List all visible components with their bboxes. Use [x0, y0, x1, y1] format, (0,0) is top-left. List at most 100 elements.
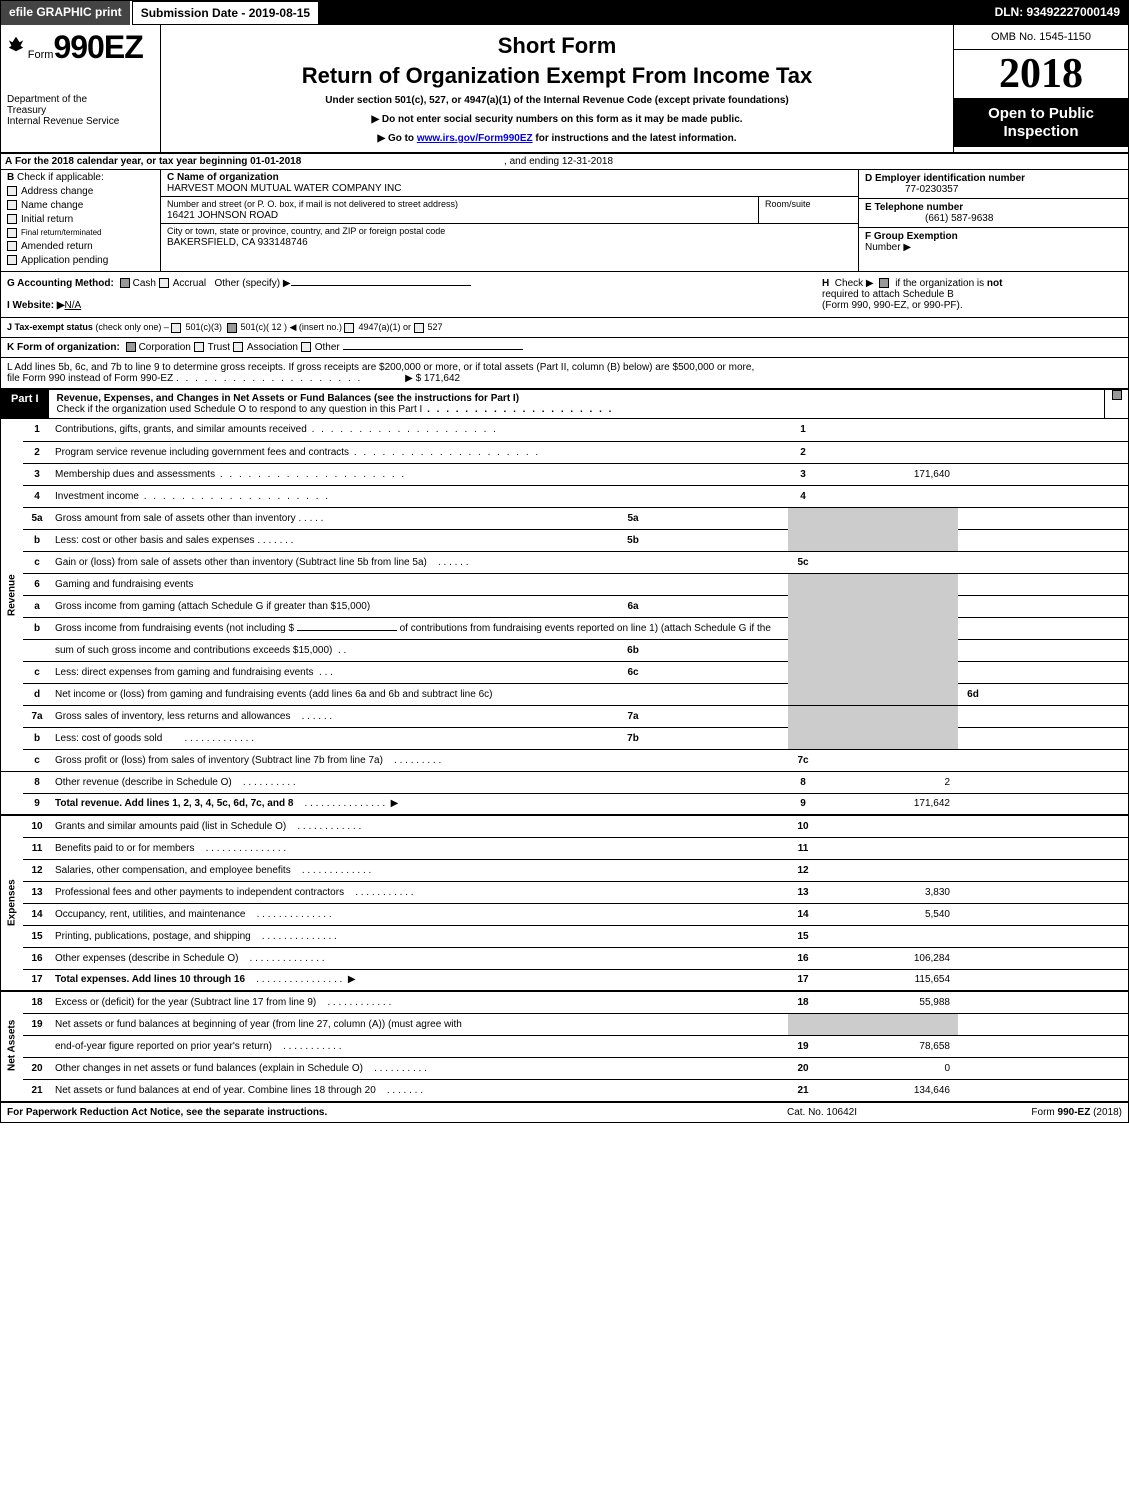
line-desc: end-of-year figure reported on prior yea… — [51, 1035, 788, 1057]
line-6a: a Gross income from gaming (attach Sched… — [1, 595, 1128, 617]
irs-link[interactable]: www.irs.gov/Form990EZ — [417, 133, 533, 144]
checkbox-icon — [7, 241, 17, 251]
section-subline: Under section 501(c), 527, or 4947(a)(1)… — [169, 95, 945, 106]
chk-amended-return[interactable]: Amended return — [7, 241, 154, 252]
instruction-2: ▶ Go to www.irs.gov/Form990EZ for instru… — [169, 133, 945, 144]
mini-no: 5a — [618, 507, 648, 529]
line-no: 12 — [23, 859, 51, 881]
fundraising-amount-input[interactable] — [297, 630, 397, 631]
chk-label: Name change — [21, 200, 83, 211]
chk-address-change[interactable]: Address change — [7, 186, 154, 197]
submission-date: Submission Date - 2019-08-15 — [132, 1, 319, 25]
line-desc: Program service revenue including govern… — [51, 441, 788, 463]
k-o3: Association — [247, 342, 298, 353]
room-suite: Room/suite — [758, 197, 858, 224]
rt-no: 7c — [788, 749, 818, 771]
efile-button[interactable]: efile GRAPHIC print — [1, 1, 132, 25]
desc-text: Occupancy, rent, utilities, and maintena… — [55, 909, 245, 920]
h-text4: (Form 990, 990-EZ, or 990-PF). — [822, 300, 963, 311]
checkbox-icon — [7, 228, 17, 238]
dots — [139, 491, 330, 502]
checkbox-icon[interactable] — [414, 323, 424, 333]
line-8: 8 Other revenue (describe in Schedule O)… — [1, 771, 1128, 793]
dln-label: DLN: 93492227000149 — [987, 1, 1128, 25]
other-specify-input[interactable] — [291, 285, 471, 286]
desc-text: Benefits paid to or for members — [55, 843, 195, 854]
rt-no: 3 — [788, 463, 818, 485]
checkbox-icon[interactable] — [120, 278, 130, 288]
line-no: 18 — [23, 991, 51, 1013]
checkbox-icon[interactable] — [301, 342, 311, 352]
page-footer: For Paperwork Reduction Act Notice, see … — [1, 1102, 1128, 1122]
desc-text: Net assets or fund balances at end of ye… — [55, 1085, 376, 1096]
checkbox-icon — [7, 214, 17, 224]
rt-val: 0 — [818, 1057, 958, 1079]
line-no: 17 — [23, 969, 51, 991]
line-10: Expenses 10 Grants and similar amounts p… — [1, 815, 1128, 837]
desc-text: Total revenue. Add lines 1, 2, 3, 4, 5c,… — [55, 798, 293, 809]
form-990ez-page: efile GRAPHIC print Submission Date - 20… — [0, 0, 1129, 1123]
rt-no: 6d — [958, 683, 988, 705]
rt-no: 1 — [788, 419, 818, 441]
rt-val: 55,988 — [818, 991, 958, 1013]
line-no: c — [23, 749, 51, 771]
desc-text: Total expenses. Add lines 10 through 16 — [55, 974, 245, 985]
i-label: I Website: ▶ — [7, 300, 65, 311]
irs-eagle-icon — [7, 35, 25, 53]
l-amount: ▶ $ 171,642 — [405, 373, 460, 384]
mini-no: 7b — [618, 727, 648, 749]
org-city-row: City or town, state or province, country… — [161, 224, 858, 250]
line-desc: Salaries, other compensation, and employ… — [51, 859, 788, 881]
rt-val — [818, 419, 958, 441]
rt-no: 14 — [788, 903, 818, 925]
line-desc: Total expenses. Add lines 10 through 16 … — [51, 969, 788, 991]
checkbox-icon[interactable] — [171, 323, 181, 333]
rt-val: 5,540 — [818, 903, 958, 925]
line-no: b — [23, 529, 51, 551]
desc-text: Program service revenue including govern… — [55, 447, 349, 458]
checkbox-icon — [7, 255, 17, 265]
checkbox-icon[interactable] — [194, 342, 204, 352]
line-desc: Net income or (loss) from gaming and fun… — [51, 683, 788, 705]
line-desc: Other expenses (describe in Schedule O) … — [51, 947, 788, 969]
row-a-text: For the 2018 calendar year, or tax year … — [15, 156, 301, 167]
footer-center: Cat. No. 10642I — [722, 1107, 922, 1118]
dots — [215, 469, 406, 480]
line-no: 4 — [23, 485, 51, 507]
line-5b: b Less: cost or other basis and sales ex… — [1, 529, 1128, 551]
group-exemption-label: F Group Exemption — [865, 231, 958, 242]
line-desc: Total revenue. Add lines 1, 2, 3, 4, 5c,… — [51, 793, 788, 815]
chk-label: Address change — [21, 186, 93, 197]
checkbox-icon[interactable] — [159, 278, 169, 288]
line-desc: Gross sales of inventory, less returns a… — [51, 705, 618, 727]
checkbox-icon[interactable] — [344, 323, 354, 333]
schedule-b-check: H Check ▶ if the organization is not req… — [822, 278, 1122, 311]
line-desc: Membership dues and assessments — [51, 463, 788, 485]
chk-initial-return[interactable]: Initial return — [7, 214, 154, 225]
shade-cell — [818, 705, 958, 749]
checkbox-icon[interactable] — [227, 323, 237, 333]
desc-text: Gross sales of inventory, less returns a… — [55, 711, 290, 722]
rt-no: 4 — [788, 485, 818, 507]
row-a-prefix: A — [5, 156, 12, 167]
checkbox-icon[interactable] — [233, 342, 243, 352]
k-label: K Form of organization: — [7, 342, 120, 353]
col-b-heading: Check if applicable: — [17, 172, 104, 183]
revenue-label: Revenue — [1, 419, 23, 771]
line-16: 16 Other expenses (describe in Schedule … — [1, 947, 1128, 969]
line-desc: Gain or (loss) from sale of assets other… — [51, 551, 788, 573]
chk-name-change[interactable]: Name change — [7, 200, 154, 211]
row-gh: G Accounting Method: Cash Accrual Other … — [1, 272, 1128, 318]
group-exemption-number: Number ▶ — [865, 242, 911, 253]
other-org-input[interactable] — [343, 349, 523, 350]
chk-application-pending[interactable]: Application pending — [7, 255, 154, 266]
rt-val — [988, 683, 1128, 705]
org-name-label: C Name of organization — [167, 172, 279, 183]
checkbox-icon[interactable] — [879, 278, 889, 288]
rt-no: 18 — [788, 991, 818, 1013]
checkbox-icon[interactable] — [126, 342, 136, 352]
chk-final-return[interactable]: Final return/terminated — [7, 228, 154, 238]
phone-row: E Telephone number (661) 587-9638 — [859, 199, 1128, 228]
rt-no: 5c — [788, 551, 818, 573]
checkbox-icon[interactable] — [1112, 390, 1122, 400]
